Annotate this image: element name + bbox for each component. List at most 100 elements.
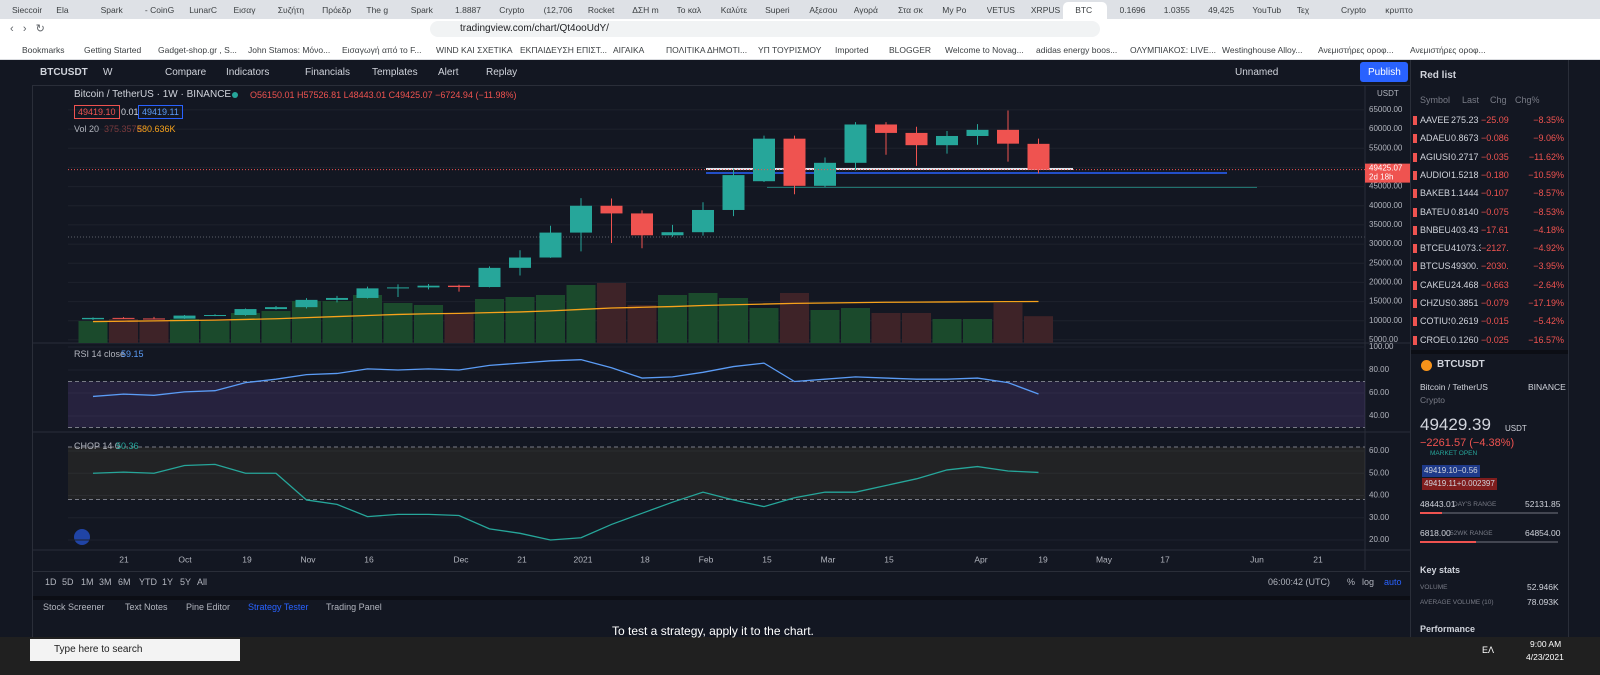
watchlist-cell[interactable]: −3.95% xyxy=(1533,261,1564,272)
tab[interactable]: 1.0355 xyxy=(1163,5,1190,15)
tab[interactable]: 1.8887 xyxy=(455,5,481,15)
tab[interactable]: Συζήτη xyxy=(277,5,305,15)
watchlist-cell[interactable]: 0.8673 xyxy=(1451,133,1479,144)
replay[interactable]: Replay xyxy=(486,67,518,78)
tab[interactable]: Spark xyxy=(100,5,123,15)
watchlist-cell[interactable]: −0.025 xyxy=(1481,334,1509,345)
publish[interactable]: Publish xyxy=(1368,67,1401,78)
search-box[interactable] xyxy=(30,639,240,661)
watchlist-cell[interactable]: −0.086 xyxy=(1481,133,1509,144)
scale-option[interactable]: log xyxy=(1362,577,1375,587)
watchlist-cell[interactable]: 24.468 xyxy=(1451,279,1479,290)
bid-box[interactable]: 49419.10 xyxy=(74,105,120,119)
watchlist-cell[interactable]: BNBEUI xyxy=(1420,224,1450,235)
tab[interactable]: YouTub xyxy=(1252,5,1282,15)
watchlist-cell[interactable]: BATEUI xyxy=(1420,206,1450,217)
watchlist-cell[interactable]: −2.64% xyxy=(1533,279,1564,290)
tab[interactable]: Καλύτε xyxy=(720,5,748,15)
bookmark[interactable]: Ανεμιστήρες οροφ... xyxy=(1410,45,1486,55)
watchlist-cell[interactable]: −4.18% xyxy=(1533,224,1564,235)
bookmark[interactable]: ΠΟΛΙΤΙΚΑ ΔΗΜΟΤΙ... xyxy=(666,45,748,55)
watchlist-cell[interactable]: −0.107 xyxy=(1481,188,1509,199)
watchlist-cell[interactable]: −0.075 xyxy=(1481,206,1509,217)
timeframe[interactable]: 1D xyxy=(45,577,57,587)
tab[interactable]: - CoinG xyxy=(144,5,175,15)
templates[interactable]: Templates xyxy=(372,67,418,78)
bookmark[interactable]: Imported xyxy=(835,45,869,55)
timeframe[interactable]: 5Y xyxy=(180,577,192,587)
watchlist-cell[interactable]: CROEU xyxy=(1420,334,1450,345)
nav-buttons[interactable]: ‹ › ↻ xyxy=(10,23,45,35)
watchlist-cell[interactable]: −8.57% xyxy=(1533,188,1564,199)
watchlist-cell[interactable]: −8.35% xyxy=(1533,115,1564,125)
ask-box[interactable]: 49419.11 xyxy=(138,105,183,119)
tab[interactable]: Rocket xyxy=(587,5,615,15)
watchlist-cell[interactable]: 49300. xyxy=(1451,261,1479,272)
publish-button[interactable] xyxy=(1360,62,1408,82)
watchlist-cell[interactable]: −0.015 xyxy=(1481,316,1509,327)
tab[interactable]: κρυπτο xyxy=(1385,5,1413,15)
watchlist-cell[interactable]: −17.61 xyxy=(1481,224,1509,235)
watchlist-cell[interactable]: 0.8140 xyxy=(1451,206,1479,217)
watchlist-cell[interactable]: −0.180 xyxy=(1481,169,1509,180)
bottom-tab[interactable]: Text Notes xyxy=(125,602,168,612)
bookmark[interactable]: adidas energy boos... xyxy=(1036,45,1118,55)
watchlist-cell[interactable]: −2127. xyxy=(1481,243,1509,254)
financials[interactable]: Financials xyxy=(305,67,351,78)
bookmark[interactable]: Ανεμιστήρες οροφ... xyxy=(1318,45,1394,55)
tab[interactable]: Το καλ xyxy=(676,5,702,15)
bookmark[interactable]: Εισαγωγή από το F... xyxy=(342,45,422,55)
bottom-tab[interactable]: Trading Panel xyxy=(326,602,382,612)
bookmark[interactable]: Gadget-shop.gr , S... xyxy=(158,45,237,55)
timeframe[interactable]: YTD xyxy=(139,577,157,587)
bookmark[interactable]: John Stamos: Μόνο... xyxy=(248,45,331,55)
tab[interactable]: LunarC xyxy=(189,5,218,15)
compare[interactable]: Compare xyxy=(165,67,207,78)
watchlist-cell[interactable]: BTCEUI xyxy=(1420,243,1450,254)
tab[interactable]: (12,706 xyxy=(543,5,573,15)
scale-option[interactable]: auto xyxy=(1384,577,1402,587)
timeframe[interactable]: 6M xyxy=(118,577,131,587)
indicators[interactable]: Indicators xyxy=(226,67,270,78)
timeframe[interactable]: 1Y xyxy=(162,577,174,587)
watchlist-cell[interactable]: −5.42% xyxy=(1533,316,1564,327)
watchlist-cell[interactable]: AAVEEU xyxy=(1420,115,1450,125)
alert[interactable]: Alert xyxy=(438,67,459,78)
taskbar-search[interactable]: Type here to search xyxy=(54,644,143,655)
watchlist-cell[interactable]: −2030. xyxy=(1481,261,1509,272)
interval[interactable]: W xyxy=(103,67,113,78)
bookmark[interactable]: WIND ΚΑΙ ΣΧΕΤΙΚΑ xyxy=(436,45,513,55)
watchlist-cell[interactable]: −25.09 xyxy=(1481,115,1509,125)
tab[interactable]: My Po xyxy=(942,5,967,15)
watchlist-cell[interactable]: CHZUSI xyxy=(1420,298,1450,308)
active-tab[interactable] xyxy=(1063,2,1108,19)
watchlist-cell[interactable]: 1.5218 xyxy=(1451,169,1479,180)
watchlist-cell[interactable]: −4.92% xyxy=(1533,243,1564,254)
timeframe[interactable]: 5D xyxy=(62,577,74,587)
bottom-tab[interactable]: Stock Screener xyxy=(43,602,105,612)
bottom-tab[interactable]: Strategy Tester xyxy=(248,602,309,612)
bookmark[interactable]: Getting Started xyxy=(84,45,142,55)
watchlist-cell[interactable]: 403.43 xyxy=(1451,224,1479,235)
watchlist-cell[interactable]: BTCUSI xyxy=(1420,261,1450,272)
scale-option[interactable]: % xyxy=(1347,577,1356,587)
bookmark[interactable]: BLOGGER xyxy=(889,45,932,55)
watchlist-cell[interactable]: 275.23 xyxy=(1451,115,1479,125)
tab[interactable]: Πρόεδρ xyxy=(322,5,352,15)
tab[interactable]: Στα σκ xyxy=(898,5,923,15)
tab[interactable]: VETUS xyxy=(986,5,1015,15)
timeframe[interactable]: All xyxy=(197,577,208,587)
bookmark[interactable]: Bookmarks xyxy=(22,45,65,55)
watchlist-cell[interactable]: 1.1444 xyxy=(1451,188,1479,199)
tab[interactable]: BTC xyxy=(1075,5,1093,15)
tab[interactable]: The g xyxy=(366,5,389,15)
tab[interactable]: Αγορά xyxy=(853,5,878,15)
watchlist-cell[interactable]: COTIUS xyxy=(1420,316,1450,327)
watchlist-cell[interactable]: −8.53% xyxy=(1533,206,1564,217)
bookmark[interactable]: Westinghouse Alloy... xyxy=(1222,45,1303,55)
tab[interactable]: Εισαγ xyxy=(233,5,256,15)
timeframe[interactable]: 1M xyxy=(81,577,94,587)
watchlist-cell[interactable]: 0.1260 xyxy=(1451,334,1479,345)
watchlist-cell[interactable]: 41073.3 xyxy=(1451,243,1481,254)
timeframe[interactable]: 3M xyxy=(99,577,112,587)
